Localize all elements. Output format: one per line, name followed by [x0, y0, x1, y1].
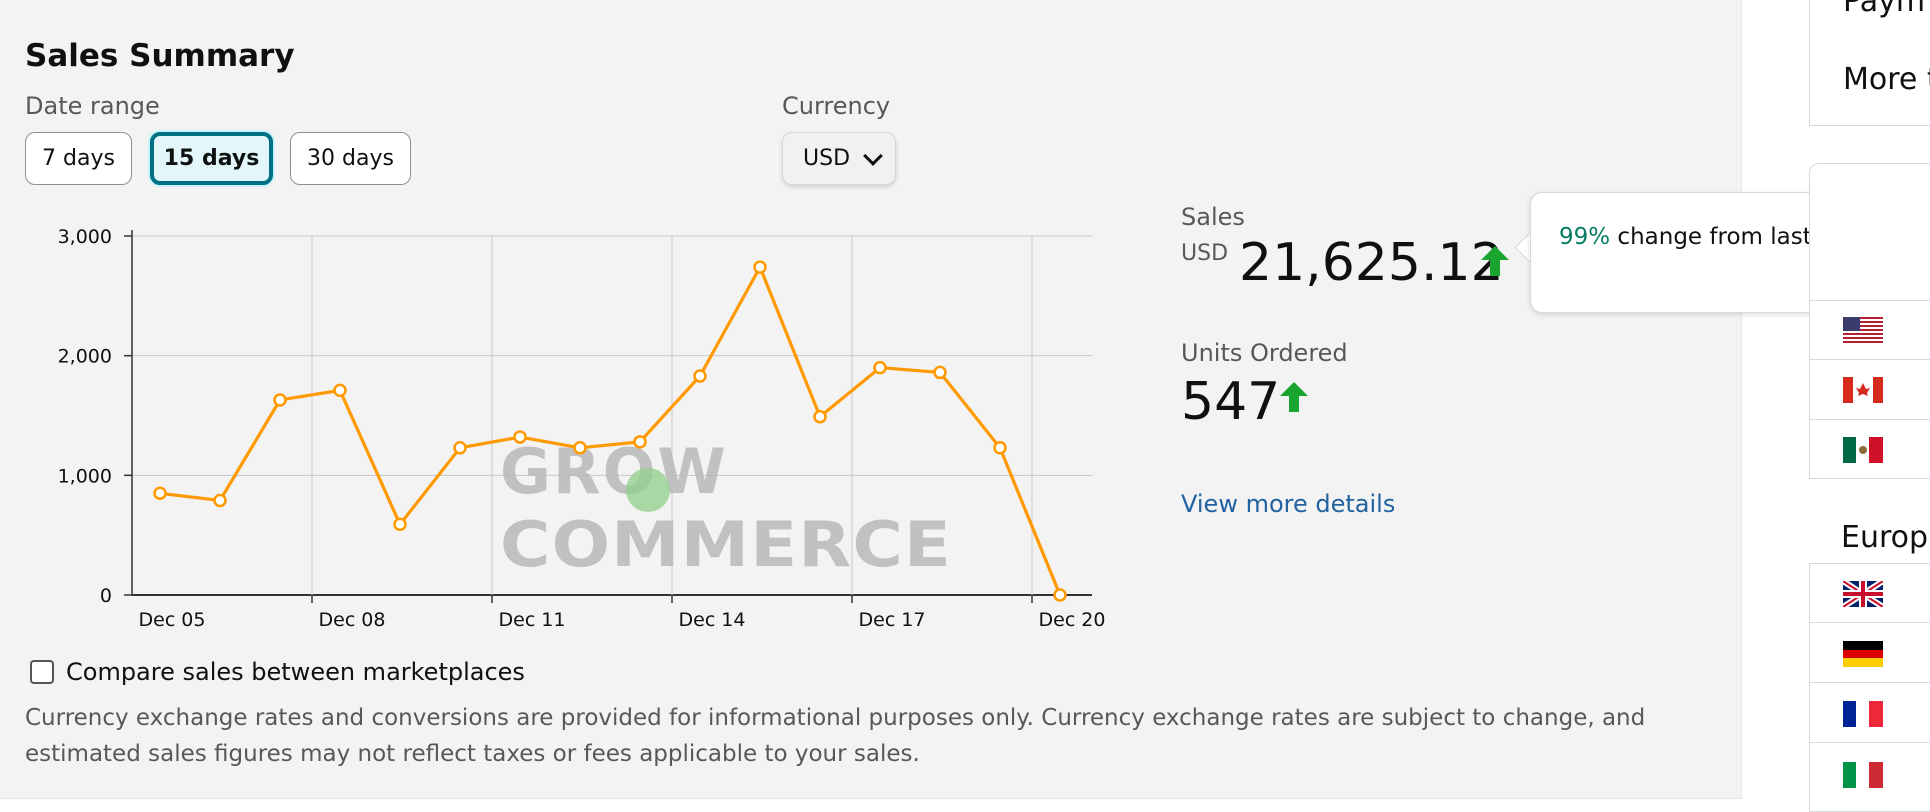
- data-point[interactable]: [213, 493, 227, 508]
- units-value: 547: [1181, 372, 1281, 432]
- x-tick-label: Dec 05: [139, 609, 206, 631]
- range-30-days-button[interactable]: 30 days: [290, 132, 411, 185]
- compare-checkbox[interactable]: [30, 660, 54, 684]
- ca-flag-icon: [1843, 377, 1883, 403]
- watermark-line-2: COMMERCE: [500, 508, 952, 581]
- it-flag-icon: [1843, 762, 1883, 788]
- x-tick-label: Dec 08: [319, 609, 386, 631]
- data-point[interactable]: [933, 365, 947, 380]
- x-tick-label: Dec 20: [1039, 609, 1106, 631]
- sales-line-chart: 0 1,000 2,000 3,000 Dec 05 Dec 08 Dec 11 Dec 14…: [58, 226, 1106, 631]
- compare-marketplaces[interactable]: Compare sales between marketplaces: [30, 658, 525, 686]
- data-point[interactable]: [453, 441, 467, 455]
- view-more-details-link[interactable]: View more details: [1181, 490, 1396, 518]
- sales-value: 21,625.12: [1239, 233, 1504, 293]
- data-point[interactable]: [693, 369, 707, 383]
- currency-label: Currency: [782, 92, 891, 120]
- data-point[interactable]: [573, 441, 587, 455]
- chevron-down-icon: [863, 145, 883, 166]
- sales-currency: USD: [1181, 241, 1229, 266]
- date-range-label: Date range: [25, 92, 160, 120]
- currency-value: USD: [803, 146, 851, 171]
- data-point[interactable]: [513, 430, 527, 444]
- units-label: Units Ordered: [1181, 339, 1348, 367]
- trend-up-icon: [1280, 382, 1308, 412]
- y-tick-label: 1,000: [58, 465, 112, 487]
- currency-disclaimer: Currency exchange rates and conversions …: [25, 705, 1646, 767]
- data-point[interactable]: [393, 517, 407, 532]
- data-point[interactable]: [813, 409, 827, 424]
- y-tick-label: 3,000: [58, 226, 112, 248]
- currency-select[interactable]: USD: [782, 132, 896, 185]
- europe-heading: Europ: [1841, 520, 1929, 555]
- right-top-card: [1809, 0, 1930, 126]
- y-tick-label: 2,000: [58, 346, 112, 368]
- mx-flag-icon: [1843, 437, 1883, 463]
- data-point[interactable]: [1053, 588, 1067, 602]
- watermark-line-1: GROW: [500, 435, 728, 508]
- range-15-days-button[interactable]: 15 days: [150, 132, 273, 185]
- x-tick-label: Dec 14: [679, 609, 746, 631]
- watermark-globe-icon: [626, 468, 670, 512]
- right-panel: Paym More t Europ: [1809, 0, 1930, 812]
- sales-label: Sales: [1181, 203, 1245, 231]
- right-partial-heading: Paym: [1843, 0, 1926, 19]
- data-point[interactable]: [333, 383, 347, 398]
- compare-label: Compare sales between marketplaces: [66, 658, 525, 686]
- fr-flag-icon: [1843, 701, 1883, 727]
- data-point[interactable]: [273, 393, 287, 407]
- data-point[interactable]: [753, 260, 767, 274]
- trend-up-icon: [1481, 246, 1509, 276]
- range-7-days-button[interactable]: 7 days: [25, 132, 132, 185]
- data-point[interactable]: [633, 435, 647, 449]
- x-tick-label: Dec 11: [499, 609, 566, 631]
- de-flag-icon: [1843, 641, 1883, 667]
- page-title: Sales Summary: [25, 38, 295, 74]
- uk-flag-icon: [1843, 581, 1883, 607]
- y-tick-label: 0: [100, 585, 112, 607]
- more-link[interactable]: More t: [1843, 62, 1930, 97]
- data-point[interactable]: [993, 441, 1007, 455]
- data-point[interactable]: [153, 486, 167, 501]
- us-flag-icon: [1843, 317, 1883, 343]
- x-tick-label: Dec 17: [859, 609, 926, 631]
- change-percent: 99%: [1559, 224, 1611, 250]
- data-point[interactable]: [873, 360, 887, 375]
- sales-series-line: [159, 265, 1062, 596]
